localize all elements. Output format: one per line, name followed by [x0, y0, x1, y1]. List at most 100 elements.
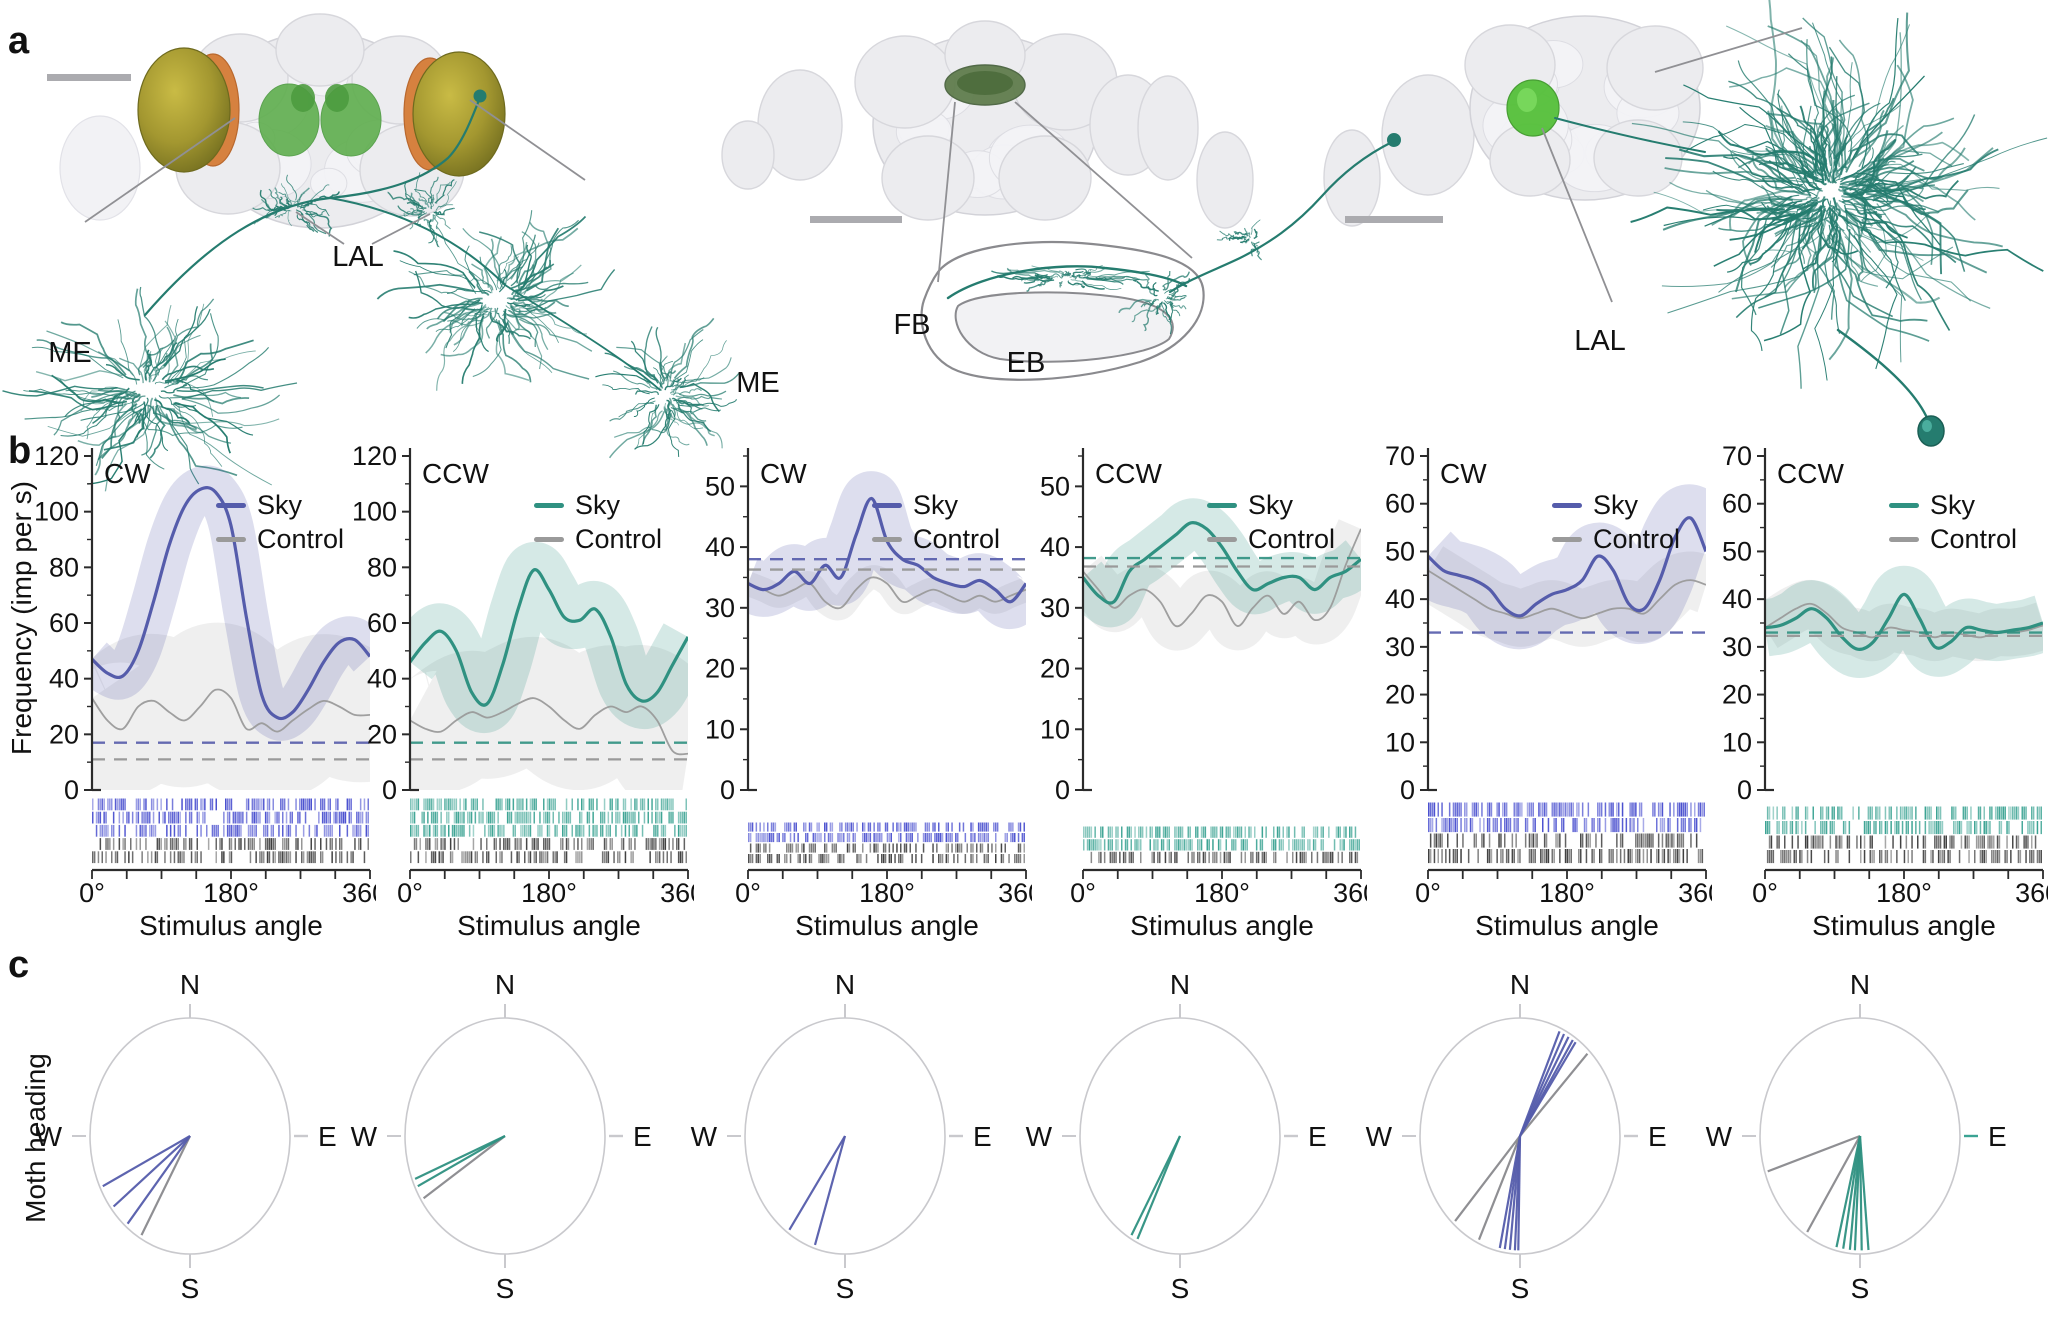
y-tick-label: 60 — [1722, 489, 1752, 519]
legend-sky-label: Sky — [1248, 489, 1294, 520]
tuning-chart-cell: 0 10 20 30 40 50 0° 180° 360° CCW Sky Control St… — [1015, 440, 1367, 952]
frequency-chart-svg: 0 10 20 30 40 50 0° 180° 360° — [1040, 448, 1367, 908]
y-tick-label: 120 — [34, 441, 79, 471]
frequency-chart-svg: 0 10 20 30 40 50 60 70 0° 180° 360° — [1385, 441, 1712, 908]
chart-title: CCW — [422, 458, 489, 489]
y-tick-label: 10 — [1385, 727, 1415, 757]
chart-title: CCW — [1777, 458, 1844, 489]
spike-raster — [1083, 826, 1360, 864]
y-tick-label: 50 — [1722, 536, 1752, 566]
sky-heading-line — [1498, 1135, 1522, 1249]
sky-heading-line — [1136, 1135, 1182, 1240]
sky-heading-line — [102, 1135, 191, 1188]
y-tick-label: 0 — [1055, 775, 1070, 805]
y-tick-label: 20 — [705, 654, 735, 684]
legend-control-swatch — [1552, 536, 1582, 542]
control-heading-line — [140, 1135, 191, 1236]
x-tick-label: 360° — [998, 878, 1032, 908]
y-tick-label: 10 — [1040, 714, 1070, 744]
moth-heading-polar-svg: N S W E — [1026, 969, 1327, 1304]
control-heading-line — [422, 1135, 506, 1200]
sky-heading-line — [1842, 1135, 1862, 1249]
spike-raster — [1765, 806, 2042, 864]
compass-e-label: E — [1988, 1121, 2007, 1152]
x-tick-label: 180° — [1194, 878, 1250, 908]
legend-control-label: Control — [1593, 523, 1681, 554]
compass-n-label: N — [1510, 969, 1530, 1000]
compass-s-label: S — [181, 1273, 200, 1304]
legend-control-label: Control — [1248, 523, 1336, 554]
x-tick-label: 0° — [735, 878, 761, 908]
legend-control-swatch — [216, 536, 246, 542]
legend-sky-swatch — [872, 502, 902, 508]
legend-control-swatch — [534, 536, 564, 542]
legend-control-swatch — [872, 536, 902, 542]
eb-outline — [954, 291, 1174, 363]
y-tick-label: 80 — [49, 552, 79, 582]
moth-heading-polar-svg: N S W E — [36, 969, 337, 1304]
polar-plot-cell: N S W E — [1680, 968, 2040, 1321]
scale-bar-middle — [810, 216, 902, 223]
legend-sky-swatch — [1552, 502, 1582, 508]
tuning-chart-cell: 0 10 20 30 40 50 0° 180° 360° CW Sky Control Sti… — [680, 440, 1032, 952]
legend-control-swatch — [1889, 536, 1919, 542]
legend-control-label: Control — [257, 523, 345, 554]
y-tick-label: 40 — [367, 664, 397, 694]
compass-w-label: W — [1366, 1121, 1393, 1152]
sky-heading-line — [813, 1135, 847, 1246]
y-tick-label: 0 — [382, 775, 397, 805]
y-tick-label: 10 — [1722, 727, 1752, 757]
panel-label-b: b — [8, 430, 32, 472]
control-curve — [748, 576, 1026, 610]
control-heading-line — [1477, 1135, 1522, 1241]
y-tick-label: 20 — [1040, 654, 1070, 684]
control-heading-line — [1767, 1134, 1861, 1173]
sky-heading-line — [414, 1135, 506, 1180]
scale-bar-left — [47, 74, 131, 81]
control-curve — [1083, 528, 1361, 628]
y-tick-label: 60 — [49, 608, 79, 638]
polar-plot-cell: N S W E — [10, 968, 370, 1321]
label-eb: EB — [1007, 347, 1046, 379]
y-tick-label: 30 — [1722, 632, 1752, 662]
x-tick-label: 0° — [1415, 878, 1441, 908]
control-curve — [92, 688, 370, 733]
compass-w-label: W — [1706, 1121, 1733, 1152]
x-tick-label: 180° — [859, 878, 915, 908]
legend-sky-swatch — [1889, 502, 1919, 508]
legend-control-label: Control — [913, 523, 1001, 554]
control-heading-line — [1519, 1053, 1589, 1137]
y-tick-label: 80 — [367, 552, 397, 582]
sky-heading-line — [1835, 1135, 1862, 1248]
x-tick-label: 360° — [660, 878, 694, 908]
sky-heading-line — [1853, 1135, 1862, 1251]
legend-control-label: Control — [575, 523, 663, 554]
y-tick-label: 100 — [352, 497, 397, 527]
y-tick-label: 40 — [1722, 584, 1752, 614]
y-tick-label: 30 — [1385, 632, 1415, 662]
chart-legend: Sky Control — [1207, 488, 1335, 556]
chart-title: CW — [1440, 458, 1487, 489]
chart-legend: Sky Control — [216, 488, 344, 556]
y-tick-label: 60 — [367, 608, 397, 638]
compass-s-label: S — [1171, 1273, 1190, 1304]
frequency-chart-svg: 0 10 20 30 40 50 60 70 0° 180° 360° — [1722, 441, 2048, 908]
y-tick-label: 120 — [352, 441, 397, 471]
anatomy-renderings — [59, 13, 1704, 229]
polar-plot-cell: N S W E — [665, 968, 1025, 1321]
x-tick-label: 0° — [397, 878, 423, 908]
panel-label-a: a — [8, 20, 30, 62]
compass-s-label: S — [1511, 1273, 1530, 1304]
legend-sky-label: Sky — [1593, 489, 1639, 520]
polar-plot-cell: N S W E — [1000, 968, 1360, 1321]
chart-legend: Sky Control — [872, 488, 1000, 556]
sky-curve — [410, 568, 688, 707]
chart-legend: Sky Control — [1889, 488, 2017, 556]
y-tick-label: 0 — [1737, 775, 1752, 805]
chart-legend: Sky Control — [1552, 488, 1680, 556]
spike-raster — [92, 798, 369, 864]
sky-curve — [92, 486, 370, 721]
sky-curve — [1083, 521, 1361, 605]
y-tick-label: 50 — [1040, 471, 1070, 501]
